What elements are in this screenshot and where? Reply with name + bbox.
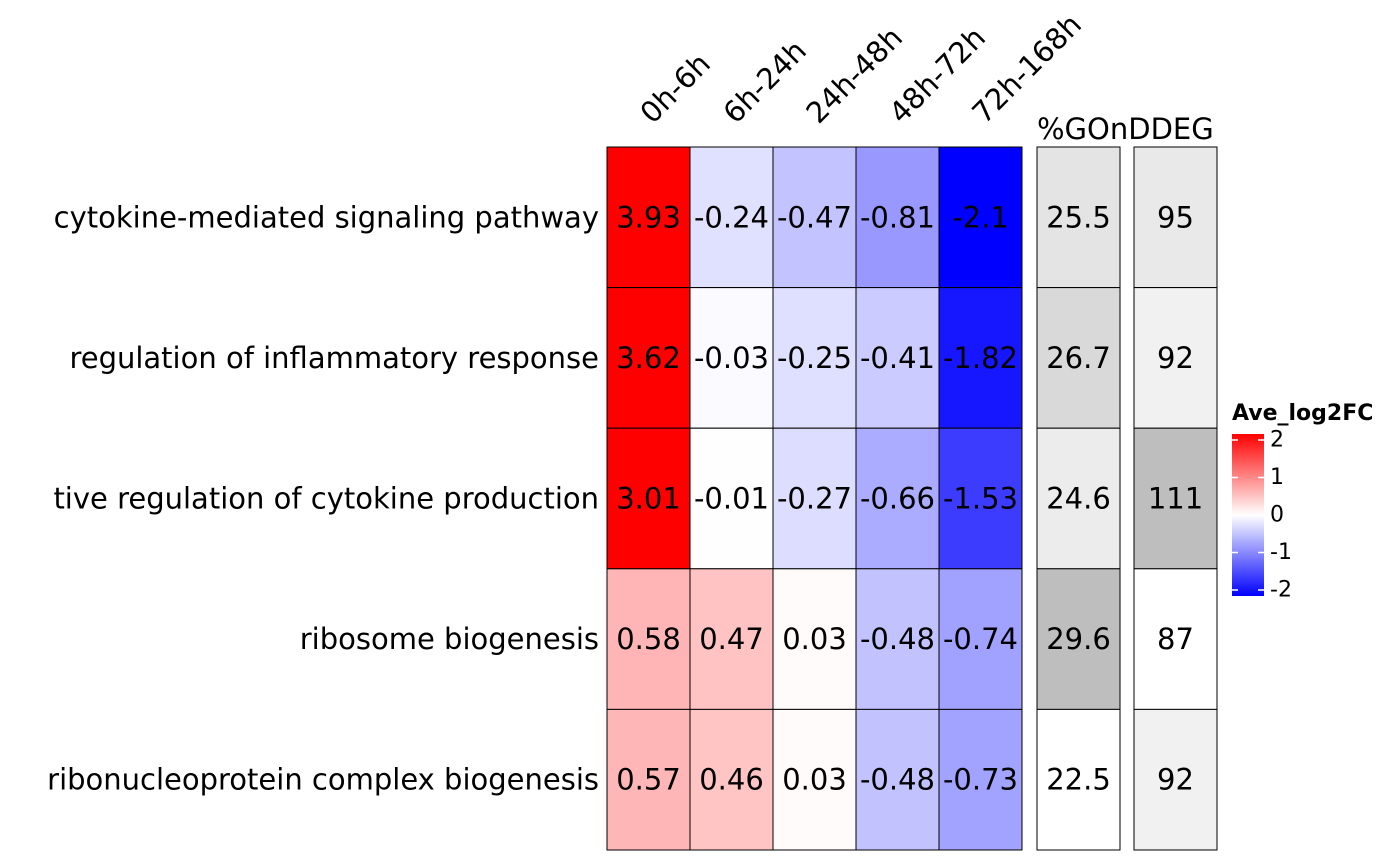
cell-value-label: -0.73 xyxy=(943,763,1018,797)
heatmap-cell xyxy=(772,708,857,851)
cell-value-label: -0.41 xyxy=(860,341,935,375)
heatmap-cell xyxy=(606,287,691,429)
annotation-cell xyxy=(1133,287,1218,429)
legend-ticks: 2 1 0 -1 -2 xyxy=(1232,428,1292,603)
annotation-value-label: 92 xyxy=(1157,763,1194,797)
heatmap-cell xyxy=(855,287,940,429)
cell-value-label: 0.03 xyxy=(782,622,847,656)
color-legend: Ave_log2FC 2 1 0 -1 -2 xyxy=(1232,401,1373,603)
annotation-value-label: 111 xyxy=(1148,482,1203,516)
row-labels: cytokine-mediated signaling pathway regul… xyxy=(47,200,599,796)
cell-value-label: -0.25 xyxy=(777,341,852,375)
cell-value-label: -1.53 xyxy=(943,482,1018,516)
row-label: ribonucleoprotein complex biogenesis xyxy=(47,763,599,797)
heatmap-cell xyxy=(772,568,857,710)
annotation-columns: %GOnDDEG 25.5 26.7 24.6 29.6 22.5 95 92 111 87 92 xyxy=(1036,112,1218,851)
cell-value-label: 0.47 xyxy=(699,622,764,656)
annotation-cell xyxy=(1133,708,1218,851)
annotation-cell xyxy=(1133,568,1218,710)
row-label: cytokine-mediated signaling pathway xyxy=(54,200,599,234)
heatmap-cells: 3.93 -0.24 -0.47 -0.81 -2.13.62 -0.03 -0.25 -0.… xyxy=(606,146,1023,851)
annotation-value-label: 87 xyxy=(1157,622,1194,656)
cell-value-label: -1.82 xyxy=(943,341,1018,375)
heatmap-cell xyxy=(855,568,940,710)
annotation-cell xyxy=(1133,427,1218,570)
annotation-value-label: 22.5 xyxy=(1046,763,1111,797)
cell-value-label: -0.81 xyxy=(860,200,935,234)
heatmap-cell xyxy=(938,427,1023,570)
heatmap-cell xyxy=(606,708,691,851)
annotation-cell xyxy=(1036,146,1121,289)
cell-value-label: -0.47 xyxy=(777,200,852,234)
cell-value-label: -0.01 xyxy=(694,482,769,516)
annotation-value-label: 95 xyxy=(1157,200,1194,234)
legend-tick-label: 1 xyxy=(1270,465,1284,490)
annotation-cell xyxy=(1036,568,1121,710)
annotation-cell xyxy=(1036,708,1121,851)
cell-value-label: -0.74 xyxy=(943,622,1018,656)
heatmap-cell xyxy=(606,568,691,710)
annotation-value-label: 29.6 xyxy=(1046,622,1111,656)
column-label: 6h-24h xyxy=(716,33,813,130)
heatmap-cell xyxy=(772,287,857,429)
row-label: tive regulation of cytokine production xyxy=(53,482,599,516)
annotation-cell xyxy=(1036,287,1121,429)
heatmap-cell xyxy=(772,427,857,570)
annotation-cell xyxy=(1036,427,1121,570)
column-label: 0h-6h xyxy=(633,46,717,130)
legend-tick-label: 2 xyxy=(1270,428,1284,453)
cell-value-label: -0.66 xyxy=(860,482,935,516)
cell-value-label: 0.46 xyxy=(699,763,764,797)
legend-tick-label: -1 xyxy=(1270,540,1292,565)
heatmap-cell xyxy=(606,427,691,570)
legend-title: Ave_log2FC xyxy=(1232,401,1373,426)
cell-value-label: 0.58 xyxy=(616,622,681,656)
cell-value-label: -2.1 xyxy=(952,200,1009,234)
heatmap-cell xyxy=(855,427,940,570)
heatmap-cell xyxy=(938,287,1023,429)
row-label: ribosome biogenesis xyxy=(300,622,599,656)
cell-value-label: 3.01 xyxy=(616,482,681,516)
cell-value-label: -0.48 xyxy=(860,763,935,797)
heatmap-cell xyxy=(689,287,774,429)
cell-value-label: -0.24 xyxy=(694,200,769,234)
annotation-value-label: 25.5 xyxy=(1046,200,1111,234)
legend-tick-label: 0 xyxy=(1270,503,1284,528)
cell-value-label: 3.93 xyxy=(616,200,681,234)
cell-value-label: -0.03 xyxy=(694,341,769,375)
annotation-cell xyxy=(1133,146,1218,289)
heatmap-cell xyxy=(689,708,774,851)
annotation-value-label: 24.6 xyxy=(1046,482,1111,516)
cell-value-label: -0.48 xyxy=(860,622,935,656)
heatmap-cell xyxy=(938,708,1023,851)
heatmap-cell xyxy=(689,568,774,710)
annotation-value-label: 92 xyxy=(1157,341,1194,375)
legend-tick-label: -2 xyxy=(1270,578,1292,603)
heatmap-cell xyxy=(938,568,1023,710)
annotation-title: %GOnDDEG xyxy=(1037,112,1214,146)
cell-value-label: 0.57 xyxy=(616,763,681,797)
row-label: regulation of inflammatory response xyxy=(69,341,599,375)
cell-value-label: 0.03 xyxy=(782,763,847,797)
annotation-value-label: 26.7 xyxy=(1046,341,1111,375)
heatmap-cell xyxy=(855,708,940,851)
cell-value-label: -0.27 xyxy=(777,482,852,516)
cell-value-label: 3.62 xyxy=(616,341,681,375)
